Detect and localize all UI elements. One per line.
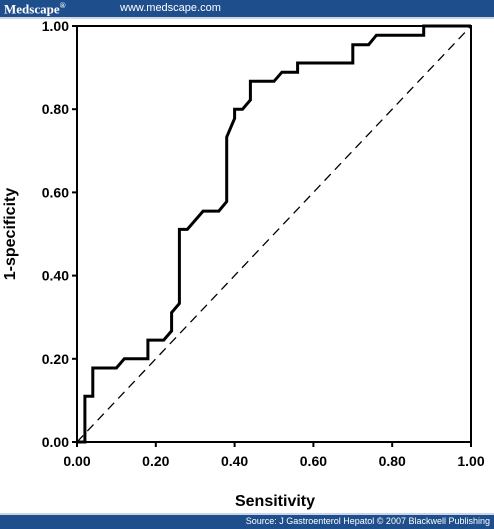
y-tick-label: 0.00 [42, 434, 69, 450]
y-tick-label: 1.00 [42, 18, 69, 34]
bottom-banner-divider [0, 513, 494, 515]
brand-text: Medscape [4, 1, 60, 17]
registered-mark: ® [59, 1, 66, 10]
x-tick-label: 0.60 [300, 453, 327, 469]
roc-curve-line [77, 24, 471, 444]
bottom-banner: Source: J Gastroenterol Hepatol © 2007 B… [0, 515, 494, 529]
site-url[interactable]: www.medscape.com [120, 2, 221, 14]
top-banner-divider [0, 17, 494, 19]
y-tick-label: 0.60 [42, 184, 69, 200]
y-tick-label: 0.40 [42, 268, 69, 284]
x-axis-title: Sensitivity [235, 493, 315, 510]
x-tick-label: 0.20 [142, 453, 169, 469]
roc-chart: 0.00 0.20 0.40 0.60 0.80 1.00 0.00 0.20 0.40 0.60… [2, 18, 485, 510]
top-banner: Medscape® www.medscape.com [0, 0, 494, 17]
medscape-logo: Medscape® [4, 1, 66, 17]
x-tick-label: 0.00 [63, 453, 90, 469]
x-tick-label: 0.80 [379, 453, 406, 469]
y-tick-label: 0.80 [42, 101, 69, 117]
plot-frame [76, 25, 472, 443]
x-tick-label: 1.00 [457, 453, 484, 469]
source-citation: Source: J Gastroenterol Hepatol © 2007 B… [245, 516, 490, 526]
y-tick-label: 0.20 [42, 351, 69, 367]
x-tick-label: 0.40 [221, 453, 248, 469]
y-axis-title: 1-specificity [2, 188, 19, 281]
reference-diagonal-line [76, 25, 472, 443]
